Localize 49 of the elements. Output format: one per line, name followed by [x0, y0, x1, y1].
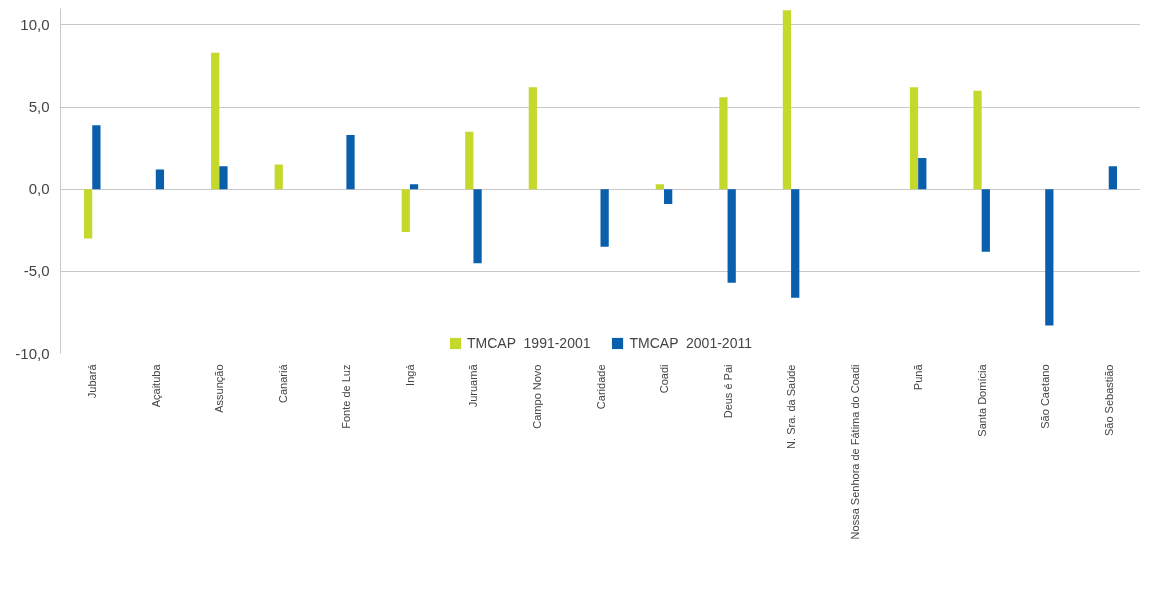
bar [655, 184, 665, 190]
x-tick-label: São Caetano [1039, 364, 1052, 429]
bar [981, 189, 990, 252]
bar [1045, 189, 1054, 326]
bar [528, 87, 537, 190]
bar [664, 189, 673, 204]
x-tick-label: Punã [912, 363, 925, 391]
bar [1108, 166, 1117, 190]
bar [155, 169, 165, 190]
bar [727, 189, 736, 283]
x-tick-label: Canariá [276, 363, 289, 404]
x-tick-label: Ingá [403, 363, 416, 386]
bar [84, 189, 93, 239]
x-tick-label: N. Sra. da Saúde [785, 364, 798, 449]
bar [92, 125, 101, 190]
x-tick-label: Coadi [658, 364, 671, 394]
bar [973, 90, 982, 190]
x-tick-label: Fonte de Luz [340, 364, 353, 429]
legend-label: TMCAP 2001-2011 [629, 335, 752, 351]
y-tick-label: 5,0 [28, 98, 50, 116]
bar [274, 164, 283, 190]
legend-label: TMCAP 1991-2001 [467, 335, 591, 351]
x-tick-label: Jubará [86, 363, 99, 399]
x-tick-label: Caridade [594, 364, 607, 410]
y-tick-label: -5,0 [23, 262, 50, 280]
bar [918, 158, 927, 190]
bar [719, 97, 728, 190]
y-tick-label: 0,0 [28, 180, 50, 198]
x-tick-label: Campo Novo [530, 364, 543, 429]
x-tick-label: Deus é Pai [721, 364, 734, 419]
y-tick-label: -10,0 [15, 344, 50, 362]
bar [600, 189, 609, 247]
bar [465, 131, 474, 190]
bar [782, 10, 792, 190]
x-tick-label: São Sebastião [1102, 364, 1115, 437]
bar [791, 189, 800, 298]
x-tick-label: Nossa Senhora de Fátima do Coadi [848, 364, 861, 540]
bar [473, 189, 482, 264]
bar [909, 87, 919, 190]
bar [346, 135, 355, 190]
bar [211, 52, 220, 190]
y-tick-label: 10,0 [20, 15, 50, 33]
x-tick-label: Juruamã [467, 363, 480, 408]
x-tick-label: Assunção [213, 364, 226, 413]
x-tick-label: Santa Domícia [975, 363, 988, 437]
bar [219, 166, 228, 190]
bar [401, 189, 410, 232]
bar [409, 184, 419, 190]
x-tick-label: Açaituba [149, 363, 162, 408]
